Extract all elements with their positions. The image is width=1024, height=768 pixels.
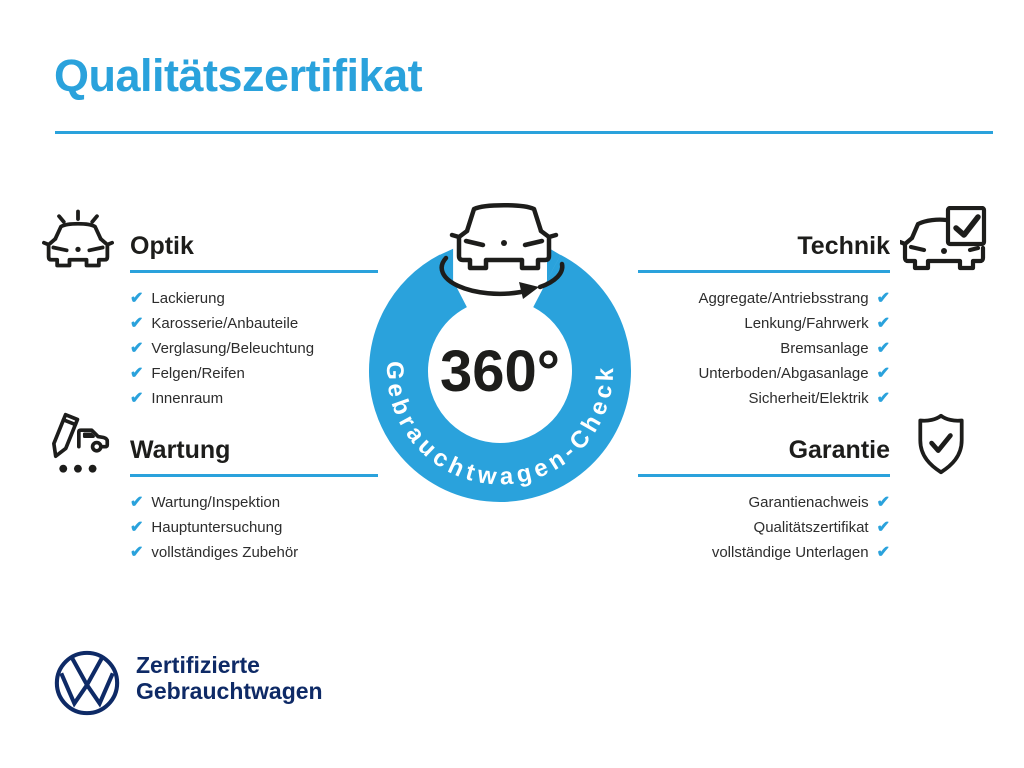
checklist-item-label: Qualitätszertifikat (753, 519, 869, 536)
rotating-car-icon (439, 203, 565, 297)
wartung-list: ✔ Wartung/Inspektion ✔ Hauptuntersuchung ✔ vo… (130, 490, 378, 565)
checklist-item-label: Wartung/Inspektion (151, 494, 281, 511)
vw-logo (54, 650, 120, 716)
check-icon: ✔ (876, 543, 890, 561)
checklist-item: Unterboden/Abgasanlage ✔ (638, 361, 890, 386)
checklist-item-label: Lenkung/Fahrwerk (744, 315, 869, 332)
technik-list: Aggregate/Antriebsstrang ✔ Lenkung/Fahrwer… (638, 286, 890, 411)
checklist-item: Garantienachweis ✔ (638, 490, 890, 515)
checklist-item: ✔ Hauptuntersuchung (130, 515, 378, 540)
section-title-technik: Technik (638, 232, 890, 273)
checklist-item: ✔ Innenraum (130, 386, 378, 411)
360-check-badge: Gebrauchtwagen-Check 360° (369, 203, 631, 502)
car-checkbox-icon (900, 206, 987, 271)
checklist-item-label: Bremsanlage (780, 340, 869, 357)
section-technik: Technik Aggregate/Antriebsstrang ✔ Lenkung… (638, 232, 890, 411)
section-wartung: Wartung ✔ Wartung/Inspektion ✔ Hauptuntersu… (130, 436, 378, 565)
blue-ring (369, 240, 631, 502)
check-icon: ✔ (130, 289, 144, 307)
check-icon: ✔ (130, 364, 144, 382)
check-icon: ✔ (130, 493, 144, 511)
checklist-item-label: Karosserie/Anbauteile (151, 315, 299, 332)
section-garantie: Garantie Garantienachweis ✔ Qualitätszerti… (638, 436, 890, 565)
degree-label: 360° (440, 339, 560, 404)
section-title-wartung: Wartung (130, 436, 378, 477)
checklist-item: ✔ Felgen/Reifen (130, 361, 378, 386)
section-optik: Optik ✔ Lackierung ✔ Karosserie/Anbauteile ✔… (130, 232, 378, 411)
shining-car-icon (42, 209, 114, 268)
checklist-item-label: Sicherheit/Elektrik (748, 390, 869, 407)
checklist-item: Sicherheit/Elektrik ✔ (638, 386, 890, 411)
checklist-item-label: Garantienachweis (748, 494, 869, 511)
checklist-item: Qualitätszertifikat ✔ (638, 515, 890, 540)
check-icon: ✔ (130, 389, 144, 407)
checklist-item: ✔ Wartung/Inspektion (130, 490, 378, 515)
check-icon: ✔ (130, 543, 144, 561)
check-icon: ✔ (130, 314, 144, 332)
checklist-item-label: vollständiges Zubehör (151, 544, 299, 561)
checklist-item-label: vollständige Unterlagen (711, 544, 869, 561)
checklist-item: ✔ Karosserie/Anbauteile (130, 311, 378, 336)
footer-line1: Zertifizierte (136, 652, 260, 678)
checklist-item: Lenkung/Fahrwerk ✔ (638, 311, 890, 336)
footer-brand-text: Zertifizierte Gebrauchtwagen (136, 652, 323, 704)
title-divider (55, 131, 993, 134)
checklist-item-label: Verglasung/Beleuchtung (151, 340, 315, 357)
checklist-item-label: Felgen/Reifen (151, 365, 245, 382)
ring-tip-left (439, 248, 454, 281)
checklist-item: Bremsanlage ✔ (638, 336, 890, 361)
checklist-item: Aggregate/Antriebsstrang ✔ (638, 286, 890, 311)
shield-check-icon (918, 413, 964, 475)
checklist-item-label: Aggregate/Antriebsstrang (698, 290, 869, 307)
section-title-garantie: Garantie (638, 436, 890, 477)
check-icon: ✔ (876, 493, 890, 511)
check-icon: ✔ (876, 289, 890, 307)
checklist-item-label: Lackierung (151, 290, 225, 307)
checklist-item-label: Hauptuntersuchung (151, 519, 283, 536)
check-icon: ✔ (876, 314, 890, 332)
page-title: Qualitätszertifikat (54, 50, 423, 101)
checklist-item: ✔ Lackierung (130, 286, 378, 311)
optik-list: ✔ Lackierung ✔ Karosserie/Anbauteile ✔ Vergla… (130, 286, 378, 411)
check-icon: ✔ (876, 518, 890, 536)
garantie-list: Garantienachweis ✔ Qualitätszertifikat ✔ vol… (638, 490, 890, 565)
checklist-item: vollständige Unterlagen ✔ (638, 540, 890, 565)
check-icon: ✔ (876, 364, 890, 382)
checklist-item-label: Innenraum (151, 390, 224, 407)
rotation-arrowhead (519, 282, 539, 299)
footer-line2: Gebrauchtwagen (136, 678, 323, 704)
check-icon: ✔ (130, 518, 144, 536)
check-icon: ✔ (130, 339, 144, 357)
checklist-item: ✔ vollständiges Zubehör (130, 540, 378, 565)
checklist-item: ✔ Verglasung/Beleuchtung (130, 336, 378, 361)
check-icon: ✔ (876, 339, 890, 357)
checklist-item-label: Unterboden/Abgasanlage (698, 365, 869, 382)
check-icon: ✔ (876, 389, 890, 407)
section-title-optik: Optik (130, 232, 378, 273)
pencil-van-icon (52, 412, 110, 473)
